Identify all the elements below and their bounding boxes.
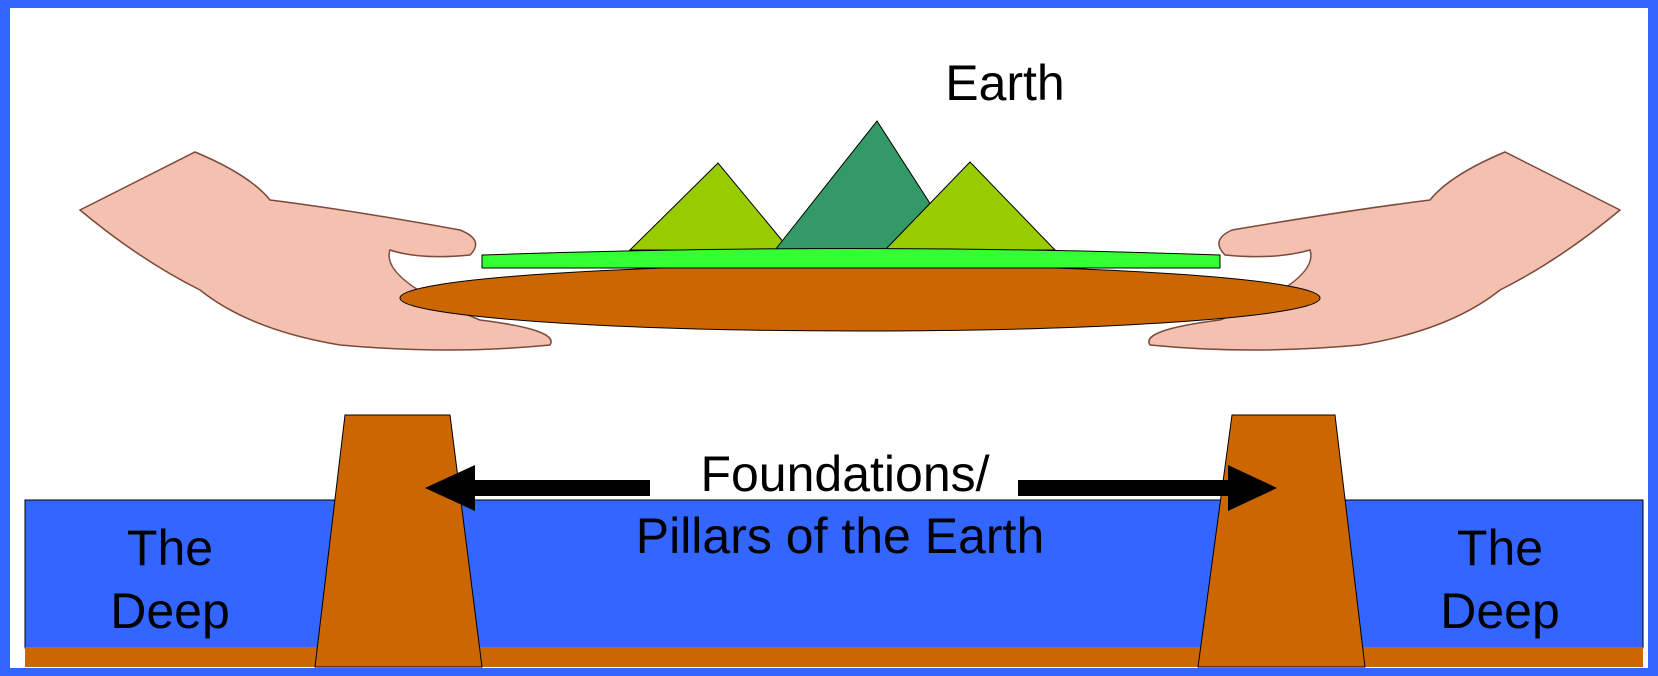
deep-label: Deep [110, 583, 230, 639]
diagram: Earth Foundations/ Pillars of the Earth … [0, 0, 1658, 676]
earth-label: Earth [945, 55, 1065, 111]
deep-label: The [1457, 520, 1543, 576]
land-surface [482, 249, 1220, 269]
ground [25, 647, 1643, 667]
foundations-label: Foundations/ [700, 446, 989, 502]
earth-disc [400, 265, 1320, 331]
deep-label: The [127, 520, 213, 576]
deep-label: Deep [1440, 583, 1560, 639]
foundations-label: Pillars of the Earth [636, 508, 1045, 564]
